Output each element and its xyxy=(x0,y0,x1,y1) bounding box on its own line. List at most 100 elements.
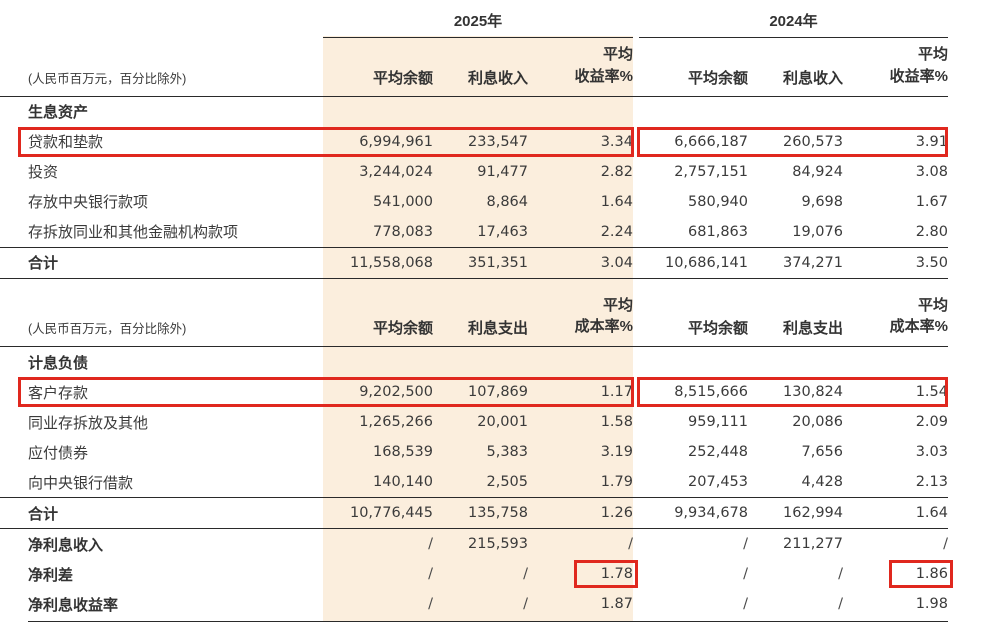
cell-value: / xyxy=(428,596,433,612)
col-avg-yield-2025: 平均 收益率% xyxy=(574,46,633,85)
cell-value: 2,757,151 xyxy=(674,163,748,180)
table-row-central-bank-deposits: 存放中央银行款项 541,000 8,864 1.64 580,940 9,69… xyxy=(0,187,1000,217)
section-label: 生息资产 xyxy=(28,104,89,121)
row-label: 净利息收益率 xyxy=(28,596,119,614)
cell-value: 3.50 xyxy=(915,254,948,271)
col-avg-balance-2024: 平均余额 xyxy=(687,69,748,87)
cell-value: 681,863 xyxy=(688,223,748,240)
cell-value: 3.03 xyxy=(915,444,948,460)
cell-value: 580,940 xyxy=(688,193,748,210)
row-label: 向中央银行借款 xyxy=(28,474,134,492)
cell-value: 3.04 xyxy=(600,254,633,271)
col-interest-income-2024: 利息收入 xyxy=(782,69,843,87)
cell-value: 6,994,961 xyxy=(359,133,433,150)
cell-value: / xyxy=(743,596,748,612)
table-row-customer-deposits: 客户存款 9,202,500 107,869 1.17 8,515,666 13… xyxy=(0,377,1000,407)
cell-value: 211,277 xyxy=(783,536,843,552)
row-label: 净利差 xyxy=(28,566,74,584)
cell-value: 1.58 xyxy=(600,414,633,430)
cell-value: / xyxy=(743,536,748,552)
cell-value: 260,573 xyxy=(783,133,843,150)
table-bottom-rule xyxy=(28,621,948,622)
cell-value: 135,758 xyxy=(468,505,528,521)
row-label: 合计 xyxy=(28,505,59,523)
liabilities-total-row: 合计 10,776,445 135,758 1.26 9,934,678 162… xyxy=(0,497,948,529)
cell-value: 207,453 xyxy=(688,474,748,490)
cell-value: 3,244,024 xyxy=(359,163,433,180)
row-label: 存放中央银行款项 xyxy=(28,194,149,211)
cell-value: 17,463 xyxy=(477,223,528,240)
cell-value: 1.98 xyxy=(915,596,948,612)
year-header-row: 2025年 2024年 xyxy=(0,10,1000,38)
cell-value: 1.64 xyxy=(915,505,948,521)
cell-value: 8,864 xyxy=(486,193,528,210)
cell-value: 130,824 xyxy=(783,384,843,400)
cell-value: 11,558,068 xyxy=(349,254,433,271)
col-interest-expense-2025: 利息支出 xyxy=(467,320,528,337)
col-avg-cost-2025: 平均 成本率% xyxy=(574,296,633,336)
cell-value: 10,776,445 xyxy=(349,505,433,521)
cell-value: 2.82 xyxy=(600,163,633,180)
cell-value: 541,000 xyxy=(373,193,433,210)
row-net-interest-income: 净利息收入 / 215,593 / / 211,277 / xyxy=(0,529,1000,559)
row-label: 应付债券 xyxy=(28,444,89,462)
section-interest-bearing-liabilities: 计息负债 xyxy=(0,347,1000,377)
cell-value: 168,539 xyxy=(373,444,433,460)
cell-value: 374,271 xyxy=(783,254,843,271)
year-2024-header: 2024年 xyxy=(639,10,948,38)
col-interest-income-2025: 利息收入 xyxy=(467,69,528,87)
cell-value: 2.09 xyxy=(915,414,948,430)
cell-value: 778,083 xyxy=(373,223,433,240)
row-net-interest-spread: 净利差 / / 1.78 / / 1.86 xyxy=(0,559,1000,589)
cell-value: 2.13 xyxy=(915,474,948,490)
cell-value: 1.86 xyxy=(915,566,948,582)
cell-value: 9,934,678 xyxy=(674,505,748,521)
table-row-interbank-placements: 存拆放同业和其他金融机构款项 778,083 17,463 2.24 681,8… xyxy=(0,217,1000,247)
cell-value: 1.26 xyxy=(600,505,633,521)
section-interest-earning-assets: 生息资产 xyxy=(0,97,1000,127)
cell-value: 4,428 xyxy=(801,474,843,490)
cell-value: / xyxy=(523,566,528,582)
cell-value: 140,140 xyxy=(373,474,433,490)
row-label: 合计 xyxy=(28,255,59,272)
cell-value: 1.64 xyxy=(600,193,633,210)
table-row-investments: 投资 3,244,024 91,477 2.82 2,757,151 84,92… xyxy=(0,157,1000,187)
col-avg-balance-2024: 平均余额 xyxy=(687,320,748,337)
unit-note: (人民币百万元，百分比除外) xyxy=(28,71,187,86)
year-2025-header: 2025年 xyxy=(323,10,633,38)
cell-value: 252,448 xyxy=(688,444,748,460)
cell-value: / xyxy=(428,566,433,582)
row-label: 存拆放同业和其他金融机构款项 xyxy=(28,224,239,241)
col-avg-yield-2024: 平均 收益率% xyxy=(889,46,948,85)
cell-value: 6,666,187 xyxy=(674,133,748,150)
cell-value: 233,547 xyxy=(468,133,528,150)
cell-value: / xyxy=(838,596,843,612)
row-label: 同业存拆放及其他 xyxy=(28,414,149,432)
cell-value: 162,994 xyxy=(783,505,843,521)
cell-value: 5,383 xyxy=(486,444,528,460)
liabilities-column-headers: (人民币百万元，百分比除外) 平均余额 利息支出 平均 成本率% 平均余额 利息… xyxy=(0,279,948,347)
cell-value: 3.34 xyxy=(600,133,633,150)
col-avg-balance-2025: 平均余额 xyxy=(372,320,433,337)
col-avg-cost-2024: 平均 成本率% xyxy=(889,296,948,336)
cell-value: 1,265,266 xyxy=(359,414,433,430)
cell-value: 107,869 xyxy=(468,384,528,400)
assets-column-headers: (人民币百万元，百分比除外) 平均余额 利息收入 平均 收益率% 平均余额 利息… xyxy=(0,38,948,97)
cell-value: 7,656 xyxy=(801,444,843,460)
col-avg-balance-2025: 平均余额 xyxy=(372,69,433,87)
cell-value: / xyxy=(838,566,843,582)
cell-value: 3.91 xyxy=(915,133,948,150)
cell-value: 2.24 xyxy=(600,223,633,240)
cell-value: / xyxy=(523,596,528,612)
row-label: 净利息收入 xyxy=(28,536,104,554)
highlight-column-band xyxy=(323,36,633,621)
row-label: 贷款和垫款 xyxy=(28,134,104,151)
cell-value: 1.67 xyxy=(915,193,948,210)
assets-total-row: 合计 11,558,068 351,351 3.04 10,686,141 37… xyxy=(0,246,948,279)
cell-value: 84,924 xyxy=(792,163,843,180)
cell-value: 1.79 xyxy=(600,474,633,490)
cell-value: 10,686,141 xyxy=(664,254,748,271)
cell-value: 20,001 xyxy=(477,414,528,430)
row-label: 投资 xyxy=(28,164,59,181)
